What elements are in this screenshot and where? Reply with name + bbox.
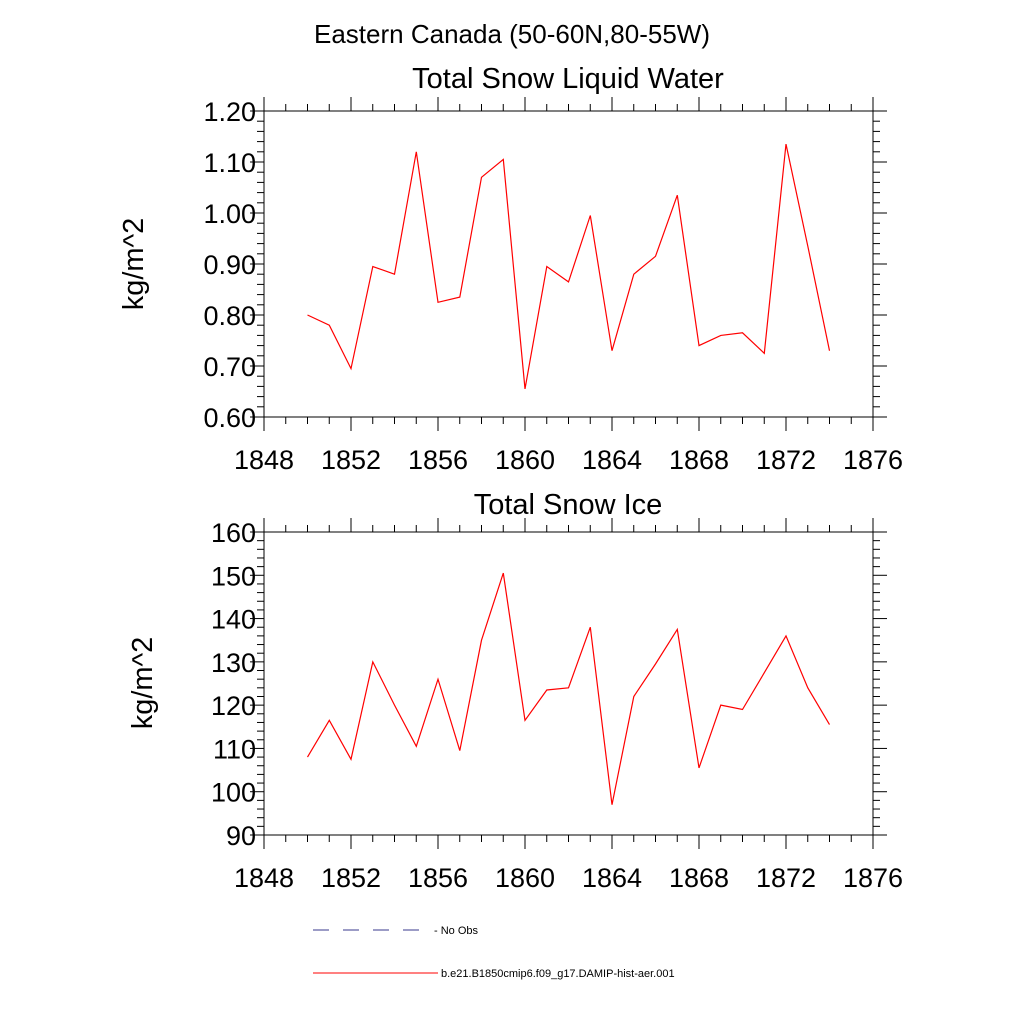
data-point — [524, 387, 527, 390]
y-tick-label: 0.60 — [203, 403, 256, 433]
axes-layer: 1848 1852 1856 1860 1864 1868 1872 1876 0.60 0.70… — [203, 97, 903, 475]
data-point — [545, 688, 548, 691]
y-tick-label: 150 — [211, 561, 256, 591]
series-layer — [306, 572, 831, 806]
data-point — [480, 176, 483, 179]
series-layer — [306, 143, 831, 390]
data-point — [393, 704, 396, 707]
data-point — [785, 634, 788, 637]
y-tick-label: 0.70 — [203, 352, 256, 382]
data-point — [458, 749, 461, 752]
x-tick-label: 1868 — [669, 445, 729, 475]
x-tick-label: 1848 — [234, 445, 294, 475]
x-tick-label: 1848 — [234, 863, 294, 893]
x-tick-label: 1856 — [408, 863, 468, 893]
y-tick-label: 140 — [211, 605, 256, 635]
data-point — [806, 245, 809, 248]
data-point — [545, 265, 548, 268]
x-tick-label: 1876 — [843, 445, 903, 475]
data-point — [502, 572, 505, 575]
x-tick-label: 1852 — [321, 863, 381, 893]
y-tick-label: 1.00 — [203, 199, 256, 229]
data-point — [480, 639, 483, 642]
data-point — [437, 301, 440, 304]
legend: - No Obs b.e21.B1850cmip6.f09_g17.DAMIP-… — [313, 925, 675, 980]
x-tick-label: 1872 — [756, 863, 816, 893]
data-point — [328, 719, 331, 722]
data-point — [306, 314, 309, 317]
x-tick-label: 1868 — [669, 863, 729, 893]
data-point — [589, 214, 592, 217]
y-tick-label: 130 — [211, 648, 256, 678]
data-point — [306, 756, 309, 759]
data-point — [328, 324, 331, 327]
data-point — [567, 686, 570, 689]
x-tick-label: 1864 — [582, 445, 642, 475]
data-point — [371, 660, 374, 663]
y-tick-label: 0.80 — [203, 301, 256, 331]
x-tick-label: 1856 — [408, 445, 468, 475]
data-point — [698, 766, 701, 769]
x-tick-label: 1872 — [756, 445, 816, 475]
figure-main-title: Eastern Canada (50-60N,80-55W) — [314, 19, 710, 49]
y-tick-label: 100 — [211, 778, 256, 808]
data-point — [763, 671, 766, 674]
x-tick-label: 1864 — [582, 863, 642, 893]
panel-title: Total Snow Ice — [474, 489, 663, 521]
axes-layer: 1848 1852 1856 1860 1864 1868 1872 1876 90 100 110… — [211, 518, 903, 893]
data-point — [524, 719, 527, 722]
y-tick-label: 120 — [211, 691, 256, 721]
data-point — [698, 344, 701, 347]
data-point — [502, 158, 505, 161]
data-point — [567, 280, 570, 283]
y-tick-label: 1.10 — [203, 148, 256, 178]
data-point — [828, 723, 831, 726]
y-axis-label: kg/m^2 — [127, 637, 159, 730]
legend-no-obs-label: - No Obs — [434, 925, 479, 937]
data-point — [589, 626, 592, 629]
data-point — [654, 663, 657, 666]
y-tick-label: 160 — [211, 518, 256, 548]
y-tick-label: 1.20 — [203, 97, 256, 127]
data-point — [371, 265, 374, 268]
chart-panel-snow-liquid-water: Total Snow Liquid Water kg/m^2 1848 1852 1… — [118, 63, 903, 475]
data-point — [828, 349, 831, 352]
y-tick-label: 90 — [226, 821, 256, 851]
y-tick-label: 110 — [213, 734, 256, 764]
series-line — [306, 572, 831, 805]
legend-model-label: b.e21.B1850cmip6.f09_g17.DAMIP-hist-aer.… — [441, 968, 675, 980]
data-point — [458, 296, 461, 299]
data-point — [763, 352, 766, 355]
x-tick-label: 1860 — [495, 445, 555, 475]
data-point — [719, 704, 722, 707]
data-point — [676, 194, 679, 197]
data-point — [437, 678, 440, 681]
series-line — [307, 143, 831, 390]
data-point — [611, 803, 614, 806]
data-point — [350, 758, 353, 761]
data-point — [741, 331, 744, 334]
data-point — [611, 349, 614, 352]
data-point — [415, 150, 418, 153]
panel-title: Total Snow Liquid Water — [412, 63, 724, 95]
data-point — [632, 273, 635, 276]
data-point — [415, 745, 418, 748]
data-point — [785, 143, 788, 146]
y-tick-label: 0.90 — [203, 250, 256, 280]
data-point — [719, 334, 722, 337]
data-point — [632, 695, 635, 698]
chart-panel-snow-ice: Total Snow Ice kg/m^2 1848 1852 1856 1860 18… — [127, 489, 903, 893]
data-point — [654, 255, 657, 258]
x-tick-label: 1852 — [321, 445, 381, 475]
data-point — [741, 708, 744, 711]
y-axis-label: kg/m^2 — [118, 218, 150, 311]
x-tick-label: 1876 — [843, 863, 903, 893]
data-point — [350, 367, 353, 370]
data-point — [393, 273, 396, 276]
x-tick-label: 1860 — [495, 863, 555, 893]
data-point — [676, 628, 679, 631]
data-point — [806, 686, 809, 689]
